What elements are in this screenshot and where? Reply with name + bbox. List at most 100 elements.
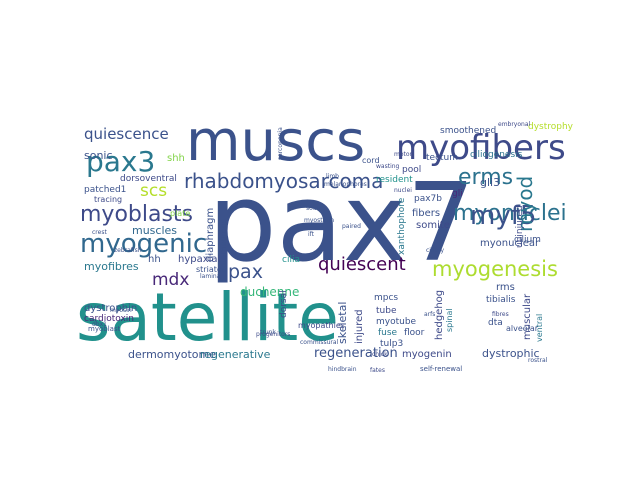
cloud-word: scs [140, 181, 167, 201]
cloud-word: wasting [376, 163, 400, 170]
cloud-word: somite [416, 220, 450, 231]
cloud-word: duchenne [240, 285, 299, 299]
cloud-word: embryonal [498, 121, 531, 128]
cloud-word: shh [167, 153, 185, 164]
cloud-word: zebrafish [114, 247, 142, 254]
cloud-word: cardiotoxin [84, 314, 134, 324]
cloud-word: tectum [426, 153, 458, 163]
cloud-word: xanthophore [397, 197, 407, 255]
cloud-word: lamina [200, 273, 221, 280]
cloud-word: crest [92, 229, 107, 236]
cloud-word: myoblast [88, 325, 121, 333]
cloud-word: myogenic [80, 229, 207, 259]
cloud-word: rostral [528, 357, 548, 364]
cloud-word: gli3 [480, 176, 500, 189]
cloud-word: source [306, 205, 326, 212]
cloud-word: mpcs [374, 293, 398, 303]
cloud-word: fibers [412, 208, 440, 219]
cloud-word: spinal [445, 308, 454, 332]
cloud-word: cilium [514, 235, 541, 245]
cloud-word: ciliary [426, 247, 444, 254]
cloud-word: rhabdomyosarcoma [184, 169, 383, 193]
cloud-word: regeneration [314, 346, 398, 361]
cloud-word: resident [376, 175, 413, 185]
cloud-word: alveolar [506, 324, 539, 333]
cloud-word: limb [326, 173, 339, 180]
cloud-word: ventral [535, 314, 544, 342]
cloud-word: fates [370, 367, 385, 374]
cloud-word: pool [402, 165, 421, 175]
cloud-word: dta [488, 318, 503, 328]
cloud-word: tracing [94, 195, 122, 204]
cloud-word: quiescent [318, 254, 406, 275]
cloud-word: dystrophic [482, 347, 540, 360]
cloud-word: muscular [522, 293, 533, 340]
cloud-word: tube [376, 306, 397, 316]
cloud-word: skeletal [336, 302, 349, 344]
cloud-word: cilia [282, 255, 300, 265]
cloud-word: cord [362, 156, 380, 165]
cloud-word: pax7b [414, 194, 442, 204]
cloud-word: progenitors [256, 331, 290, 338]
cloud-word: myopathies [298, 321, 345, 330]
cloud-word: interneurons [219, 219, 228, 270]
word-cloud-words: pax7 satellite muscs myofibers pax3 rhab… [76, 109, 574, 374]
cloud-word: pax [228, 261, 263, 283]
cloud-word: hindbrain [328, 366, 357, 373]
cloud-word: trunk [260, 329, 276, 336]
cloud-word: satellite [76, 279, 339, 356]
cloud-word: myod [513, 176, 537, 232]
cloud-word: sarcopenia [277, 127, 284, 160]
cloud-word: dermomyotome [128, 348, 216, 361]
cloud-word: myf5 [470, 201, 536, 231]
cloud-word: ift [308, 231, 315, 238]
cloud-word: dorsoventral [120, 174, 177, 184]
cloud-word: hedgehog [434, 290, 445, 340]
cloud-word: fibres [492, 311, 509, 318]
cloud-word: dorsal [279, 290, 289, 318]
cloud-word: myogenesis [432, 257, 558, 281]
cloud-word: floor [404, 328, 425, 338]
cloud-word: myoblasts [80, 202, 193, 227]
cloud-word: self-renewal [420, 365, 462, 373]
cloud-word: tulp3 [380, 339, 403, 349]
cloud-word: pax3 [86, 145, 155, 178]
cloud-word: paired [342, 223, 361, 230]
cloud-word: nuclei [394, 187, 412, 194]
cloud-word: myotube [376, 317, 417, 327]
cloud-word: pax7 [208, 161, 475, 286]
cloud-word: fuse [378, 328, 398, 338]
cloud-word: injured [354, 309, 365, 344]
cloud-word: erms [458, 165, 513, 190]
cloud-word: dbx1 [92, 321, 107, 328]
cloud-word: striated [196, 265, 227, 274]
cloud-word: myofibres [84, 260, 139, 273]
cloud-word: myogenin [402, 349, 452, 360]
cloud-word: patched1 [84, 185, 126, 195]
cloud-word: plate [170, 209, 190, 218]
cloud-word: diaphragm [205, 208, 216, 262]
cloud-word: smoothened [440, 126, 496, 136]
cloud-word: myostatin [304, 217, 334, 224]
cloud-word: hh [148, 254, 161, 265]
cloud-word: hypaxial [178, 254, 220, 265]
cloud-word: dystrophin [84, 303, 137, 314]
cloud-word: muscles [132, 224, 177, 237]
cloud-word: myosin [110, 307, 132, 314]
cloud-word: myonuclear [480, 238, 540, 249]
cloud-word: regenerative [200, 348, 271, 361]
cloud-word: melanophores [324, 181, 367, 188]
cloud-word: uninjured [515, 205, 525, 248]
cloud-word: tibialis [486, 295, 516, 305]
cloud-word: muscs [186, 109, 365, 174]
cloud-word: arfs [424, 311, 435, 318]
cloud-word: mdx [152, 270, 189, 290]
cloud-word: quiescence [84, 125, 169, 143]
cloud-word: dystrophy [528, 122, 574, 132]
cloud-word: chick [372, 351, 388, 358]
cloud-word: rms [496, 282, 515, 293]
cloud-word: ciliogenesis [470, 150, 523, 160]
cloud-word: myonuclei [453, 201, 567, 226]
